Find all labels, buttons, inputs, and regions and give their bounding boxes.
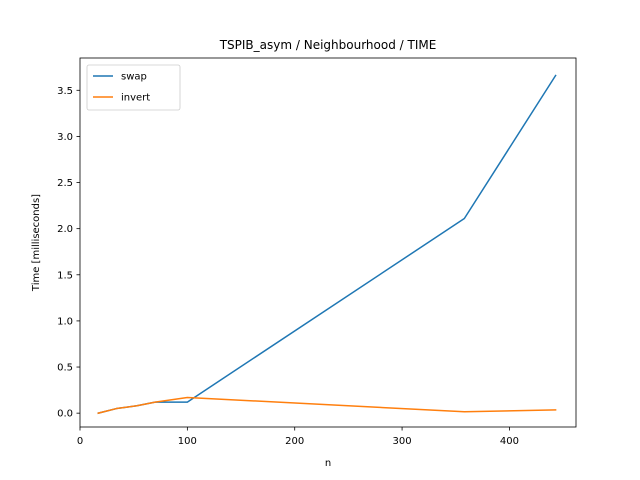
series-layer [97, 74, 557, 415]
x-tick-label: 300 [393, 436, 412, 447]
x-tick-label: 0 [77, 436, 83, 447]
y-tick-label: 1.0 [57, 316, 73, 327]
y-axis-label: Time [milliseconds] [31, 194, 42, 292]
x-tick-label: 100 [178, 436, 197, 447]
y-axis: 0.0 0.5 1.0 1.5 2.0 2.5 3.0 3.5 [57, 86, 80, 420]
chart-title: TSPIB_asym / Neighbourhood / TIME [219, 38, 437, 52]
y-tick-label: 0.0 [57, 409, 73, 420]
y-tick-label: 3.5 [57, 86, 73, 97]
series-line-invert [97, 396, 557, 415]
y-tick-label: 2.5 [57, 178, 73, 189]
y-tick-label: 3.0 [57, 132, 73, 143]
x-axis: 0 100 200 300 400 [77, 427, 519, 447]
y-tick-label: 2.0 [57, 224, 73, 235]
plot-frame [79, 57, 577, 428]
series-line-swap [97, 74, 557, 415]
y-tick-label: 0.5 [57, 363, 73, 374]
x-axis-label: n [325, 458, 331, 469]
legend-label-swap: swap [121, 72, 147, 83]
legend-label-invert: invert [121, 93, 150, 104]
x-tick-label: 400 [500, 436, 519, 447]
x-tick-label: 200 [285, 436, 304, 447]
legend: swap invert [86, 64, 181, 111]
y-tick-label: 1.5 [57, 270, 73, 281]
